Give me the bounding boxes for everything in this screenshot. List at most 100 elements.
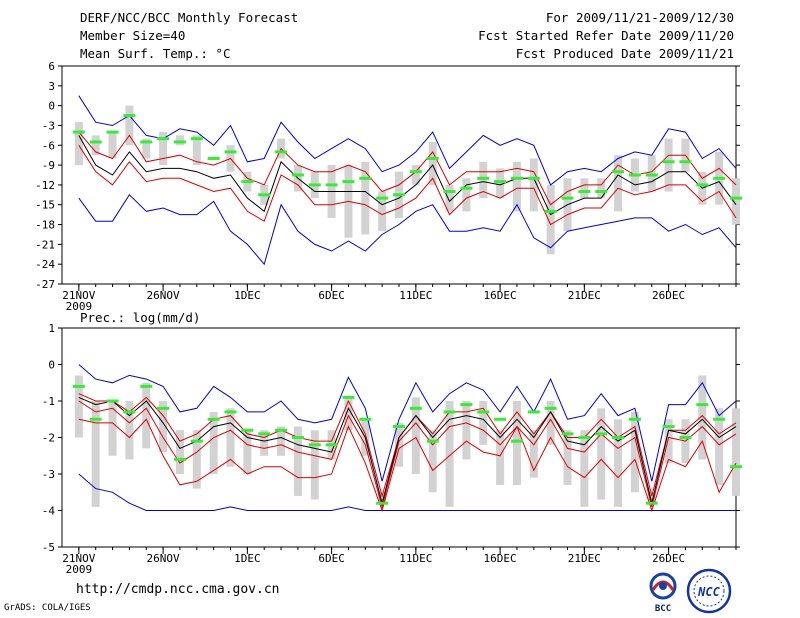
ensemble-box (395, 422, 403, 467)
obs-marker (173, 140, 186, 144)
ncc-logo-inner-ring (693, 575, 725, 607)
ensemble-box (462, 401, 471, 460)
obs-marker (595, 432, 608, 436)
ensemble-box (361, 161, 370, 235)
ensemble-box (512, 161, 521, 212)
obs-marker (325, 443, 338, 447)
obs-marker (713, 176, 726, 180)
obs-marker (308, 183, 321, 187)
x-tick-label: 16DEC (484, 552, 517, 565)
y-tick-label: -6 (42, 139, 55, 152)
temperature-variable-label: Mean Surf. Temp.: °C (80, 46, 231, 61)
obs-marker (376, 196, 389, 200)
y-tick-label: -3 (42, 119, 55, 132)
min-line (78, 194, 737, 266)
obs-marker (612, 170, 625, 174)
y-tick-label: 0 (48, 100, 55, 113)
obs-marker (291, 173, 304, 177)
ensemble-box (597, 408, 606, 500)
obs-marker (628, 417, 641, 421)
obs-marker (393, 425, 405, 429)
y-tick-label: 3 (48, 80, 55, 93)
member-size-label: Member Size=40 (80, 28, 186, 43)
obs-marker (123, 410, 136, 414)
obs-marker (325, 183, 338, 187)
obs-marker (662, 160, 675, 164)
ensemble-box (546, 401, 555, 445)
obs-marker (308, 443, 321, 447)
ensemble-box (428, 430, 437, 493)
ensemble-box (226, 408, 235, 467)
ensemble-box (209, 411, 218, 474)
ensemble-box (378, 492, 387, 504)
ensemble-box (563, 430, 572, 485)
y-tick-label: -2 (42, 432, 55, 445)
x-tick-label: 21NOV (62, 552, 95, 565)
lower-spread-line (78, 145, 737, 226)
obs-marker (123, 114, 136, 118)
ensemble-box (664, 138, 673, 192)
obs-marker (393, 193, 405, 197)
obs-marker (628, 173, 641, 177)
y-tick-label: 1 (48, 322, 55, 335)
figure-title: DERF/NCC/BCC Monthly Forecast (80, 10, 299, 25)
obs-marker (157, 406, 170, 410)
ensemble-box (512, 401, 521, 485)
y-tick-label: -9 (42, 159, 55, 172)
obs-marker (510, 439, 523, 443)
obs-marker (460, 186, 473, 190)
ensemble-box (529, 158, 538, 212)
ensemble-box (630, 411, 639, 493)
ensemble-box (546, 184, 555, 255)
obs-marker (241, 180, 254, 184)
bcc-logo-text: BCC (655, 604, 671, 614)
obs-marker (494, 417, 507, 421)
obs-marker (72, 384, 85, 388)
y-tick-label: -1 (42, 395, 55, 408)
ensemble-mean-line (78, 135, 737, 216)
ensemble-box (277, 426, 286, 456)
obs-marker (291, 436, 304, 439)
obs-marker (342, 395, 355, 399)
obs-marker (443, 410, 456, 414)
obs-marker (207, 156, 220, 160)
x-tick-label: 26NOV (147, 552, 180, 565)
source-url: http://cmdp.ncc.cma.gov.cn (76, 582, 280, 597)
obs-marker (544, 406, 557, 410)
y-tick-label: -3 (42, 468, 55, 481)
obs-marker (527, 176, 540, 180)
x-tick-label: 16DEC (484, 289, 517, 302)
obs-marker (544, 209, 557, 213)
ensemble-box (479, 401, 488, 445)
ensemble-box (142, 382, 151, 449)
obs-marker (595, 190, 608, 194)
y-tick-label: -21 (35, 238, 55, 251)
y-tick-label: -12 (35, 179, 55, 192)
obs-marker (207, 417, 220, 421)
obs-marker (342, 180, 355, 184)
y-tick-label: 0 (48, 359, 55, 372)
bcc-logo-ring (649, 572, 677, 600)
obs-marker (477, 410, 490, 414)
obs-marker (190, 137, 203, 141)
x-tick-label: 11DEC (399, 552, 432, 565)
obs-marker (527, 410, 540, 414)
obs-marker (696, 403, 709, 407)
obs-marker (426, 156, 439, 160)
obs-marker (662, 425, 675, 429)
ensemble-box (698, 375, 707, 460)
ensemble-box (732, 178, 740, 225)
precip-panel-title: Prec.: log(mm/d) (80, 310, 200, 325)
fcst-produced-label: Fcst Produced Date 2009/11/21 (515, 46, 734, 61)
x-tick-label: 26NOV (147, 289, 180, 302)
y-tick-label: -15 (35, 199, 55, 212)
upper-spread-line (78, 131, 737, 206)
x-tick-year-label: 2009 (66, 300, 93, 313)
obs-marker (578, 436, 591, 439)
x-tick-label: 6DEC (318, 552, 345, 565)
grads-credit: GrADS: COLA/IGES (4, 603, 91, 613)
obs-marker (275, 150, 288, 154)
obs-marker (89, 417, 102, 421)
